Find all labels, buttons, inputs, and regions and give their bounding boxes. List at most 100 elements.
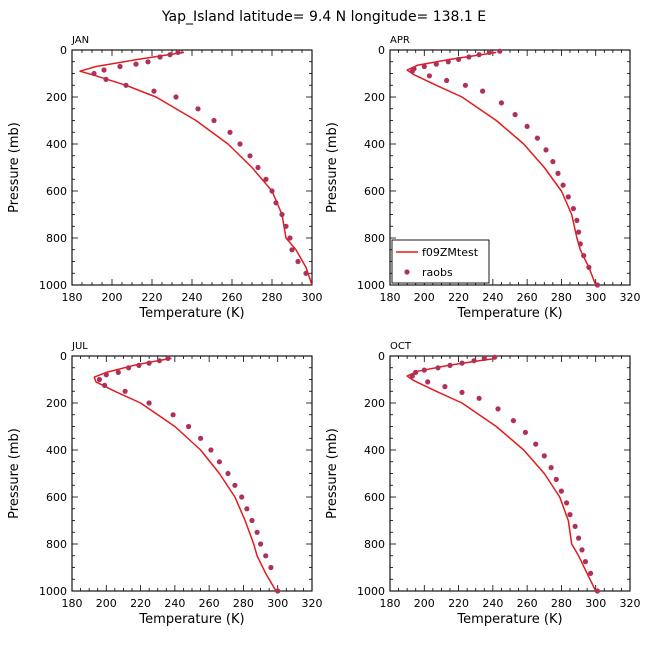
raobs-point xyxy=(247,153,253,159)
panel-jul: 180 200 220 240 260 280 300 320 0 200 400 600 800 100… xyxy=(7,341,323,627)
raobs-point xyxy=(560,182,566,188)
panel-oct: 180 200 220 240 260 280 300 320 0 200 400 600 800 100… xyxy=(325,341,641,627)
x-tick-label: 240 xyxy=(482,291,503,304)
raobs-point xyxy=(237,141,243,147)
x-tick-label: 220 xyxy=(448,291,469,304)
raobs-point xyxy=(456,56,462,63)
y-tick-label: 800 xyxy=(364,232,385,245)
x-axis-title: Temperature (K) xyxy=(138,306,244,321)
raobs-point xyxy=(409,373,415,379)
y-tick-label: 600 xyxy=(46,491,67,504)
raobs-point xyxy=(476,395,482,401)
raobs-point xyxy=(444,77,450,84)
model-profile-line xyxy=(93,357,277,592)
raobs-point xyxy=(582,559,589,565)
raobs-point xyxy=(510,418,516,424)
y-tick-label: 200 xyxy=(46,91,67,104)
raobs-point xyxy=(588,570,594,577)
raobs-point xyxy=(586,264,592,270)
plot-frame xyxy=(389,49,631,286)
raobs-point xyxy=(486,49,492,56)
raobs-point xyxy=(421,367,427,373)
raobs-point xyxy=(244,506,250,512)
raobs-point xyxy=(459,389,465,395)
model-profile-line xyxy=(406,357,597,592)
x-tick-label: 240 xyxy=(164,597,185,610)
raobs-point xyxy=(495,406,501,412)
raobs-point xyxy=(208,447,214,453)
y-tick-label: 0 xyxy=(378,44,385,57)
x-tick-label: 180 xyxy=(62,597,83,610)
y-tick-label: 1000 xyxy=(39,585,67,598)
raobs-point xyxy=(541,453,547,459)
y-tick-label: 600 xyxy=(364,185,385,198)
raobs-point xyxy=(254,529,260,535)
raobs-point xyxy=(268,564,274,571)
raobs-point xyxy=(577,241,583,247)
x-tick-label: 260 xyxy=(199,597,220,610)
raobs-point xyxy=(594,282,601,288)
raobs-point xyxy=(413,369,419,375)
raobs-point xyxy=(123,82,129,88)
x-tick-label: 180 xyxy=(380,597,401,610)
y-tick-label: 0 xyxy=(60,44,67,57)
x-axis-title: Temperature (K) xyxy=(456,306,562,321)
raobs-point xyxy=(481,355,487,361)
raobs-point xyxy=(157,54,163,60)
raobs-point xyxy=(421,63,427,70)
raobs-point xyxy=(273,200,279,206)
y-tick-label: 800 xyxy=(364,538,385,551)
raobs-point xyxy=(409,68,415,74)
raobs-point xyxy=(498,100,504,106)
model-profile-line xyxy=(406,51,597,286)
x-tick-label: 220 xyxy=(130,597,151,610)
y-axis-title: Pressure (mb) xyxy=(325,428,340,519)
raobs-point xyxy=(534,135,541,141)
raobs-point xyxy=(195,106,201,112)
raobs-point xyxy=(225,470,231,477)
x-tick-label: 180 xyxy=(380,291,401,304)
y-tick-label: 400 xyxy=(364,138,385,151)
y-axis-title: Pressure (mb) xyxy=(7,428,22,519)
raobs-point xyxy=(102,382,108,388)
raobs-point xyxy=(548,465,554,471)
raobs-point xyxy=(570,206,577,212)
raobs-point xyxy=(564,500,570,506)
raobs-point xyxy=(198,435,204,441)
y-tick-label: 400 xyxy=(364,444,385,457)
x-tick-label: 300 xyxy=(585,291,606,304)
raobs-point xyxy=(594,588,601,594)
raobs-point xyxy=(497,48,503,54)
raobs-point xyxy=(101,67,107,73)
plot-frame xyxy=(389,355,631,592)
x-axis-title: Temperature (K) xyxy=(138,612,244,627)
x-tick-label: 320 xyxy=(620,291,641,304)
x-tick-label: 300 xyxy=(267,597,288,610)
x-tick-label: 260 xyxy=(222,291,243,304)
raobs-point xyxy=(216,459,222,465)
raobs-point xyxy=(227,129,233,135)
x-tick-label: 320 xyxy=(620,597,641,610)
x-tick-label: 220 xyxy=(142,291,163,304)
panel-month-label: OCT xyxy=(390,341,412,352)
raobs-point xyxy=(565,194,571,200)
raobs-point xyxy=(576,535,582,541)
x-tick-label: 280 xyxy=(551,291,572,304)
x-tick-label: 280 xyxy=(262,291,283,304)
raobs-point xyxy=(579,547,585,553)
raobs-point xyxy=(167,52,173,58)
raobs-point xyxy=(550,159,556,165)
model-profile-line xyxy=(79,51,313,286)
raobs-points xyxy=(91,49,309,276)
panel-apr: 180 200 220 240 260 280 300 320 0 200 400 600 800 100… xyxy=(325,35,641,321)
raobs-point xyxy=(175,49,181,56)
raobs-point xyxy=(524,123,530,129)
y-tick-label: 200 xyxy=(46,397,67,410)
raobs-point xyxy=(533,441,539,447)
x-axis-title: Temperature (K) xyxy=(456,612,562,627)
raobs-point xyxy=(471,358,477,364)
plot-frame xyxy=(71,49,313,286)
legend-model-label: f09ZMtest xyxy=(422,246,479,259)
raobs-point xyxy=(103,76,109,82)
panel-jan: 180 200 220 240 260 280 300 0 200 400 600 800 1000 Te… xyxy=(7,35,323,321)
